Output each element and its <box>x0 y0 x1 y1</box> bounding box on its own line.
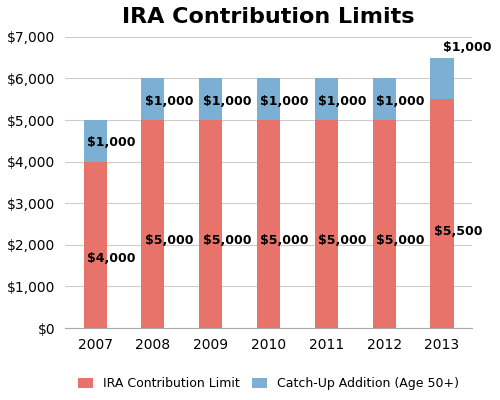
Bar <box>257 120 280 328</box>
Bar <box>315 78 338 120</box>
Text: $4,000: $4,000 <box>87 252 136 265</box>
Legend: IRA Contribution Limit, Catch-Up Addition (Age 50+): IRA Contribution Limit, Catch-Up Additio… <box>73 372 464 395</box>
Text: $1,000: $1,000 <box>376 95 424 108</box>
Text: $5,000: $5,000 <box>376 234 424 247</box>
Text: $5,000: $5,000 <box>318 234 367 247</box>
Bar <box>430 99 454 328</box>
Text: $5,000: $5,000 <box>202 234 251 247</box>
Text: $1,000: $1,000 <box>87 136 136 150</box>
Text: $1,000: $1,000 <box>145 95 194 108</box>
Text: $1,000: $1,000 <box>260 95 309 108</box>
Bar <box>84 120 106 162</box>
Bar <box>430 58 454 99</box>
Bar <box>199 78 222 120</box>
Bar <box>84 162 106 328</box>
Text: $1,000: $1,000 <box>443 41 492 54</box>
Bar <box>372 78 396 120</box>
Bar <box>315 120 338 328</box>
Text: $5,500: $5,500 <box>434 226 482 238</box>
Text: $1,000: $1,000 <box>318 95 367 108</box>
Text: $1,000: $1,000 <box>202 95 251 108</box>
Title: IRA Contribution Limits: IRA Contribution Limits <box>122 7 415 27</box>
Bar <box>142 120 165 328</box>
Bar <box>372 120 396 328</box>
Text: $5,000: $5,000 <box>145 234 194 247</box>
Bar <box>142 78 165 120</box>
Text: $5,000: $5,000 <box>260 234 309 247</box>
Bar <box>257 78 280 120</box>
Bar <box>199 120 222 328</box>
